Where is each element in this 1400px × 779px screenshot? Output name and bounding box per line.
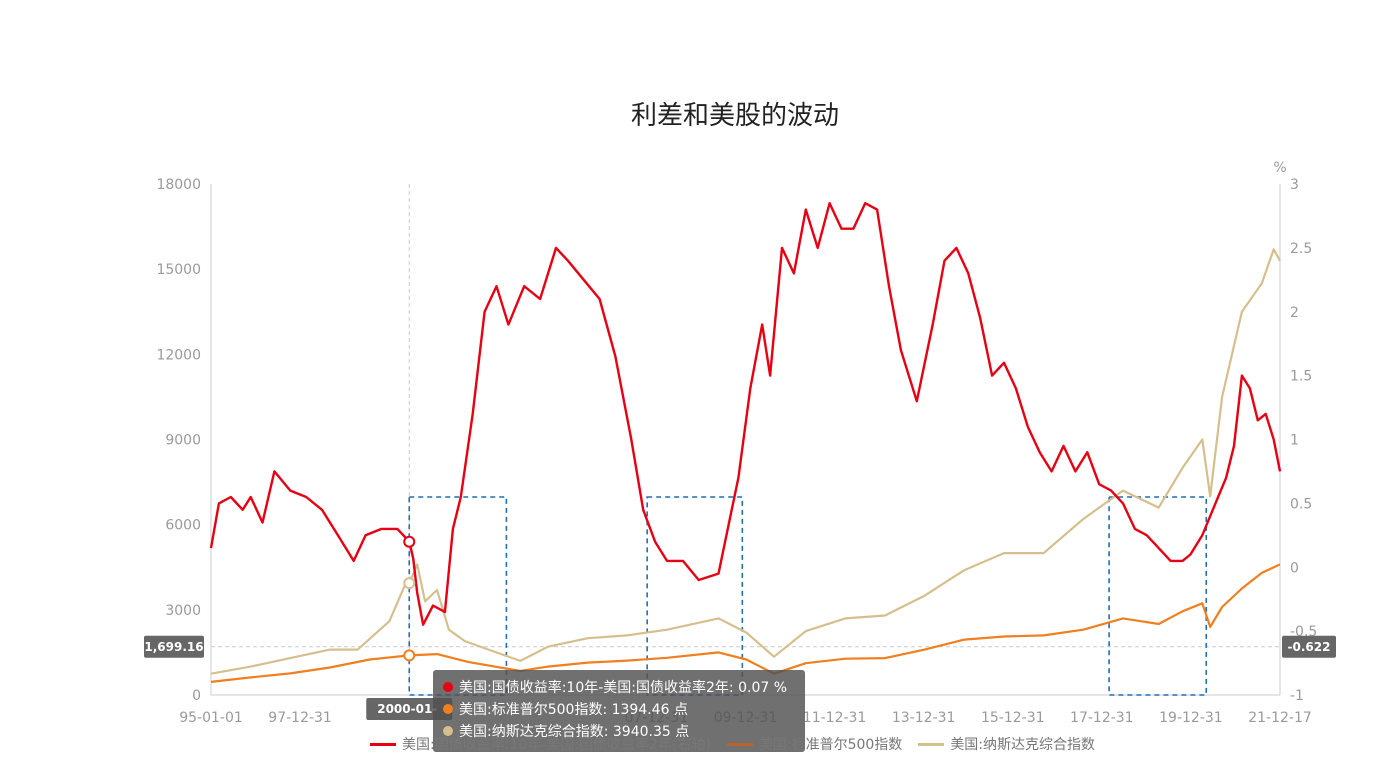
chart-title: 利差和美股的波动 <box>630 101 839 131</box>
left-tick-label: 15000 <box>156 262 201 278</box>
legend-item-spread[interactable]: 美国:国债收益率:10年-美国:国债收益率2年(右轴) <box>370 734 711 754</box>
marker-sp500 <box>403 649 416 662</box>
x-tick-label: 21-12-17 <box>1248 710 1312 726</box>
x-tick-label: 95-01-01 <box>179 710 243 726</box>
legend-item-nasdaq[interactable]: 美国:纳斯达克综合指数 <box>918 734 1095 754</box>
right-tick-label: 1 <box>1290 433 1299 449</box>
crosshair-left-value: 1,699.16 <box>144 640 203 654</box>
highlight-boxes <box>408 496 1208 696</box>
tooltip-text-nasdaq: 美国:纳斯达克综合指数: 3940.35 点 <box>459 724 690 740</box>
left-tick-label: 9000 <box>165 433 201 449</box>
right-tick-label: -1 <box>1290 688 1304 704</box>
tooltip-text-sp500: 美国:标准普尔500指数: 1394.46 点 <box>459 702 688 718</box>
right-axis-unit: % <box>1273 160 1286 176</box>
legend-swatch-sp500 <box>726 742 753 746</box>
highlight-box <box>1108 496 1208 696</box>
crosshair-left-tag <box>144 635 204 658</box>
x-tick-label: 13-12-31 <box>892 710 956 726</box>
tooltip-row-spread: 美国:国债收益率:10年-美国:国债收益率2年: 0.07 % <box>443 676 795 698</box>
tooltip-row-nasdaq: 美国:纳斯达克综合指数: 3940.35 点 <box>443 720 795 742</box>
marker-nasdaq <box>403 577 416 590</box>
legend-item-sp500[interactable]: 美国:标准普尔500指数 <box>726 734 903 754</box>
highlight-box <box>646 496 744 696</box>
spread-line <box>209 201 1282 626</box>
right-tick-label: 0 <box>1290 560 1299 576</box>
legend-label-nasdaq: 美国:纳斯达克综合指数 <box>950 737 1096 753</box>
crosshair-right-value: -0.622 <box>1288 640 1331 654</box>
left-tick-label: 6000 <box>165 518 201 534</box>
x-tick-label: 17-12-31 <box>1070 710 1134 726</box>
tooltip-text-spread: 美国:国债收益率:10年-美国:国债收益率2年: 0.07 % <box>459 680 788 696</box>
tooltip-row-sp500: 美国:标准普尔500指数: 1394.46 点 <box>443 698 795 720</box>
nasdaq-line <box>210 248 1281 675</box>
series-lines <box>209 201 1282 683</box>
sp500-line <box>210 563 1281 683</box>
tooltip-dot-sp500 <box>443 704 453 714</box>
legend-label-sp500: 美国:标准普尔500指数 <box>758 737 903 753</box>
tooltip: 美国:国债收益率:10年-美国:国债收益率2年: 0.07 % 美国:标准普尔5… <box>433 670 805 752</box>
left-tick-label: 3000 <box>165 603 201 619</box>
x-tick-label: 15-12-31 <box>981 710 1045 726</box>
legend: 美国:国债收益率:10年-美国:国债收益率2年(右轴) 美国:标准普尔500指数… <box>370 734 1111 754</box>
right-tick-label: 0.5 <box>1290 496 1312 512</box>
marker-spread <box>403 535 416 548</box>
left-tick-label: 18000 <box>156 177 201 193</box>
right-tick-label: 3 <box>1290 177 1299 193</box>
right-tick-label: 1.5 <box>1290 369 1312 385</box>
left-tick-label: 0 <box>192 688 201 704</box>
tooltip-dot-nasdaq <box>443 726 453 736</box>
x-tick-label: 19-12-31 <box>1159 710 1223 726</box>
right-tick-label: 2.5 <box>1290 241 1312 257</box>
legend-swatch-nasdaq <box>918 742 945 746</box>
legend-label-spread: 美国:国债收益率:10年-美国:国债收益率2年(右轴) <box>402 737 711 753</box>
axes: 0300060009000120001500018000-1-0.500.511… <box>144 160 1336 726</box>
left-tick-label: 12000 <box>156 347 201 363</box>
crosshair-right-tag <box>1282 635 1336 658</box>
crosshair-markers <box>403 535 416 662</box>
right-tick-label: 2 <box>1290 305 1299 321</box>
tooltip-dot-spread <box>443 682 453 692</box>
x-tick-label: 97-12-31 <box>268 710 332 726</box>
crosshair-x-value: 2000-01- <box>377 702 437 716</box>
legend-swatch-spread <box>370 742 396 746</box>
crosshair-x-tag <box>366 698 453 720</box>
x-tick-label: 11-12-31 <box>803 710 867 726</box>
